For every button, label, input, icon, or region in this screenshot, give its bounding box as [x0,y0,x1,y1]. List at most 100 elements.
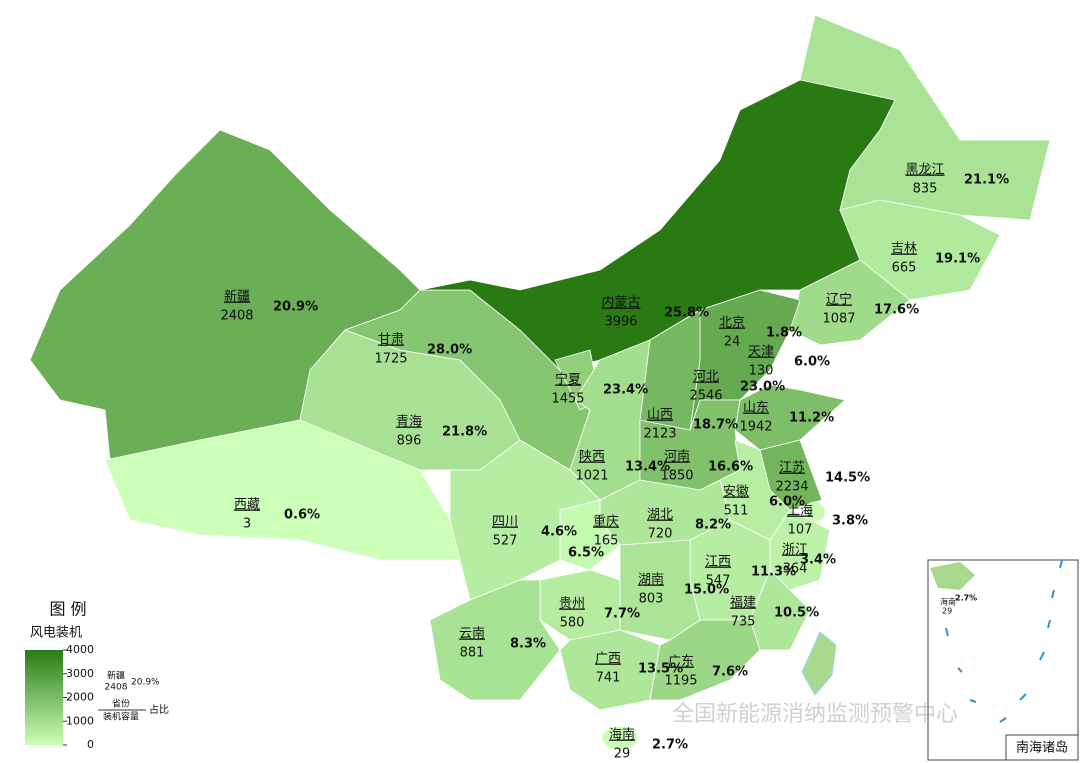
province-capacity: 3996 [604,315,637,330]
province-name: 上海 [787,504,813,519]
province-name: 青海 [396,415,422,430]
province-share: 8.2% [695,518,731,533]
province-share: 8.3% [510,637,546,652]
example-share: 20.9% [131,678,160,688]
province-capacity: 3 [243,517,251,532]
province-name: 贵州 [559,597,585,612]
province-name: 重庆 [593,514,619,530]
province-share: 13.5% [638,662,683,677]
province-name: 天津 [748,345,774,360]
province-name: 四川 [492,515,518,530]
province-share: 0.6% [284,508,320,523]
province-share: 13.4% [625,460,670,475]
province [804,501,826,523]
province-share: 6.5% [568,546,604,561]
province-capacity: 527 [493,534,518,549]
province [649,619,761,701]
province-share: 23.4% [603,383,648,398]
legend-tick-label: 2000 [66,691,94,704]
province-name: 黑龙江 [905,163,944,178]
province-capacity: 881 [460,646,485,661]
province-name: 新疆 [224,289,250,305]
legend-tick-label: 3000 [66,667,94,680]
province-share: 4.6% [541,525,577,540]
labels: 新疆 2408 20.9% 西藏 3 0.6% 青海 896 21.8% 甘肃 1725 28.0% 内… [220,163,1009,762]
province-capacity: 364 [783,562,808,577]
province-share: 20.9% [273,300,318,315]
province-share: 15.0% [684,583,729,598]
province-capacity: 896 [397,434,422,449]
province-capacity: 1850 [660,469,693,484]
province-name: 云南 [459,626,485,642]
example-province-label: 省份 [112,698,130,710]
inset-frame [927,559,1079,761]
province-capacity: 29 [614,747,631,762]
example-province: 新疆 [107,670,125,682]
inset-title: 南海诸岛 [1016,740,1068,756]
province-share: 17.6% [874,303,919,318]
province-share: 7.7% [604,607,640,622]
province-share: 21.1% [964,173,1009,188]
province [601,725,639,751]
province-name: 广东 [668,655,694,670]
province-capacity: 741 [596,671,621,686]
legend-tick-label: 1000 [66,714,94,727]
province-name: 河北 [693,370,719,385]
province-share: 19.1% [935,252,980,267]
province-name: 江苏 [779,460,805,476]
province-capacity: 720 [648,527,673,542]
province-name: 福建 [730,596,756,611]
province-share: 3.4% [800,553,836,568]
inset-province: 海南 [940,597,956,607]
legend-ramp [25,650,63,745]
regions [29,14,1051,751]
province-share: 6.0% [794,355,830,370]
province-capacity: 107 [788,523,813,538]
province-share: 11.2% [789,411,834,426]
province-capacity: 511 [724,504,749,519]
province-share: 10.5% [774,606,819,621]
province-share: 1.8% [766,326,802,341]
inset-share: 2.7% [955,594,977,603]
province-name: 甘肃 [378,333,404,348]
province-capacity: 2546 [689,389,722,404]
province-capacity: 1195 [664,674,697,689]
legend: 4000 3000 2000 1000 0 [63,643,94,751]
province-capacity: 2123 [643,427,676,442]
province-share: 21.8% [442,425,487,440]
province-share: 6.0% [769,495,805,510]
province-name: 湖北 [647,508,673,523]
province [449,439,601,601]
province-capacity: 547 [706,574,731,589]
province-name: 内蒙古 [601,295,640,311]
province [734,384,846,451]
province-name: 广西 [595,652,621,667]
province-capacity: 1087 [822,312,855,327]
province [429,579,561,701]
province-share: 18.7% [693,418,738,433]
province-name: 山西 [647,408,673,423]
province-capacity: 1021 [575,469,608,484]
province-name: 浙江 [782,543,808,558]
province-capacity: 665 [892,261,917,276]
inset-land [930,562,975,590]
province-capacity: 1942 [739,420,772,435]
province-capacity: 165 [594,534,619,549]
province-capacity: 24 [724,335,741,350]
legend-title: 图 例 [49,600,86,619]
province-capacity: 1725 [374,352,407,367]
province-capacity: 2234 [775,480,808,495]
legend-tick-label: 0 [87,738,94,751]
province-name: 河南 [664,449,690,465]
province-name: 江西 [705,555,731,570]
province-share: 23.0% [740,380,785,395]
province-capacity: 735 [731,615,756,630]
province-share: 28.0% [427,343,472,358]
province-capacity: 803 [639,592,664,607]
province-share: 25.8% [664,306,709,321]
province-name: 山东 [743,401,769,416]
province-name: 吉林 [891,242,917,257]
province-name: 海南 [609,727,635,743]
province-capacity: 580 [560,616,585,631]
